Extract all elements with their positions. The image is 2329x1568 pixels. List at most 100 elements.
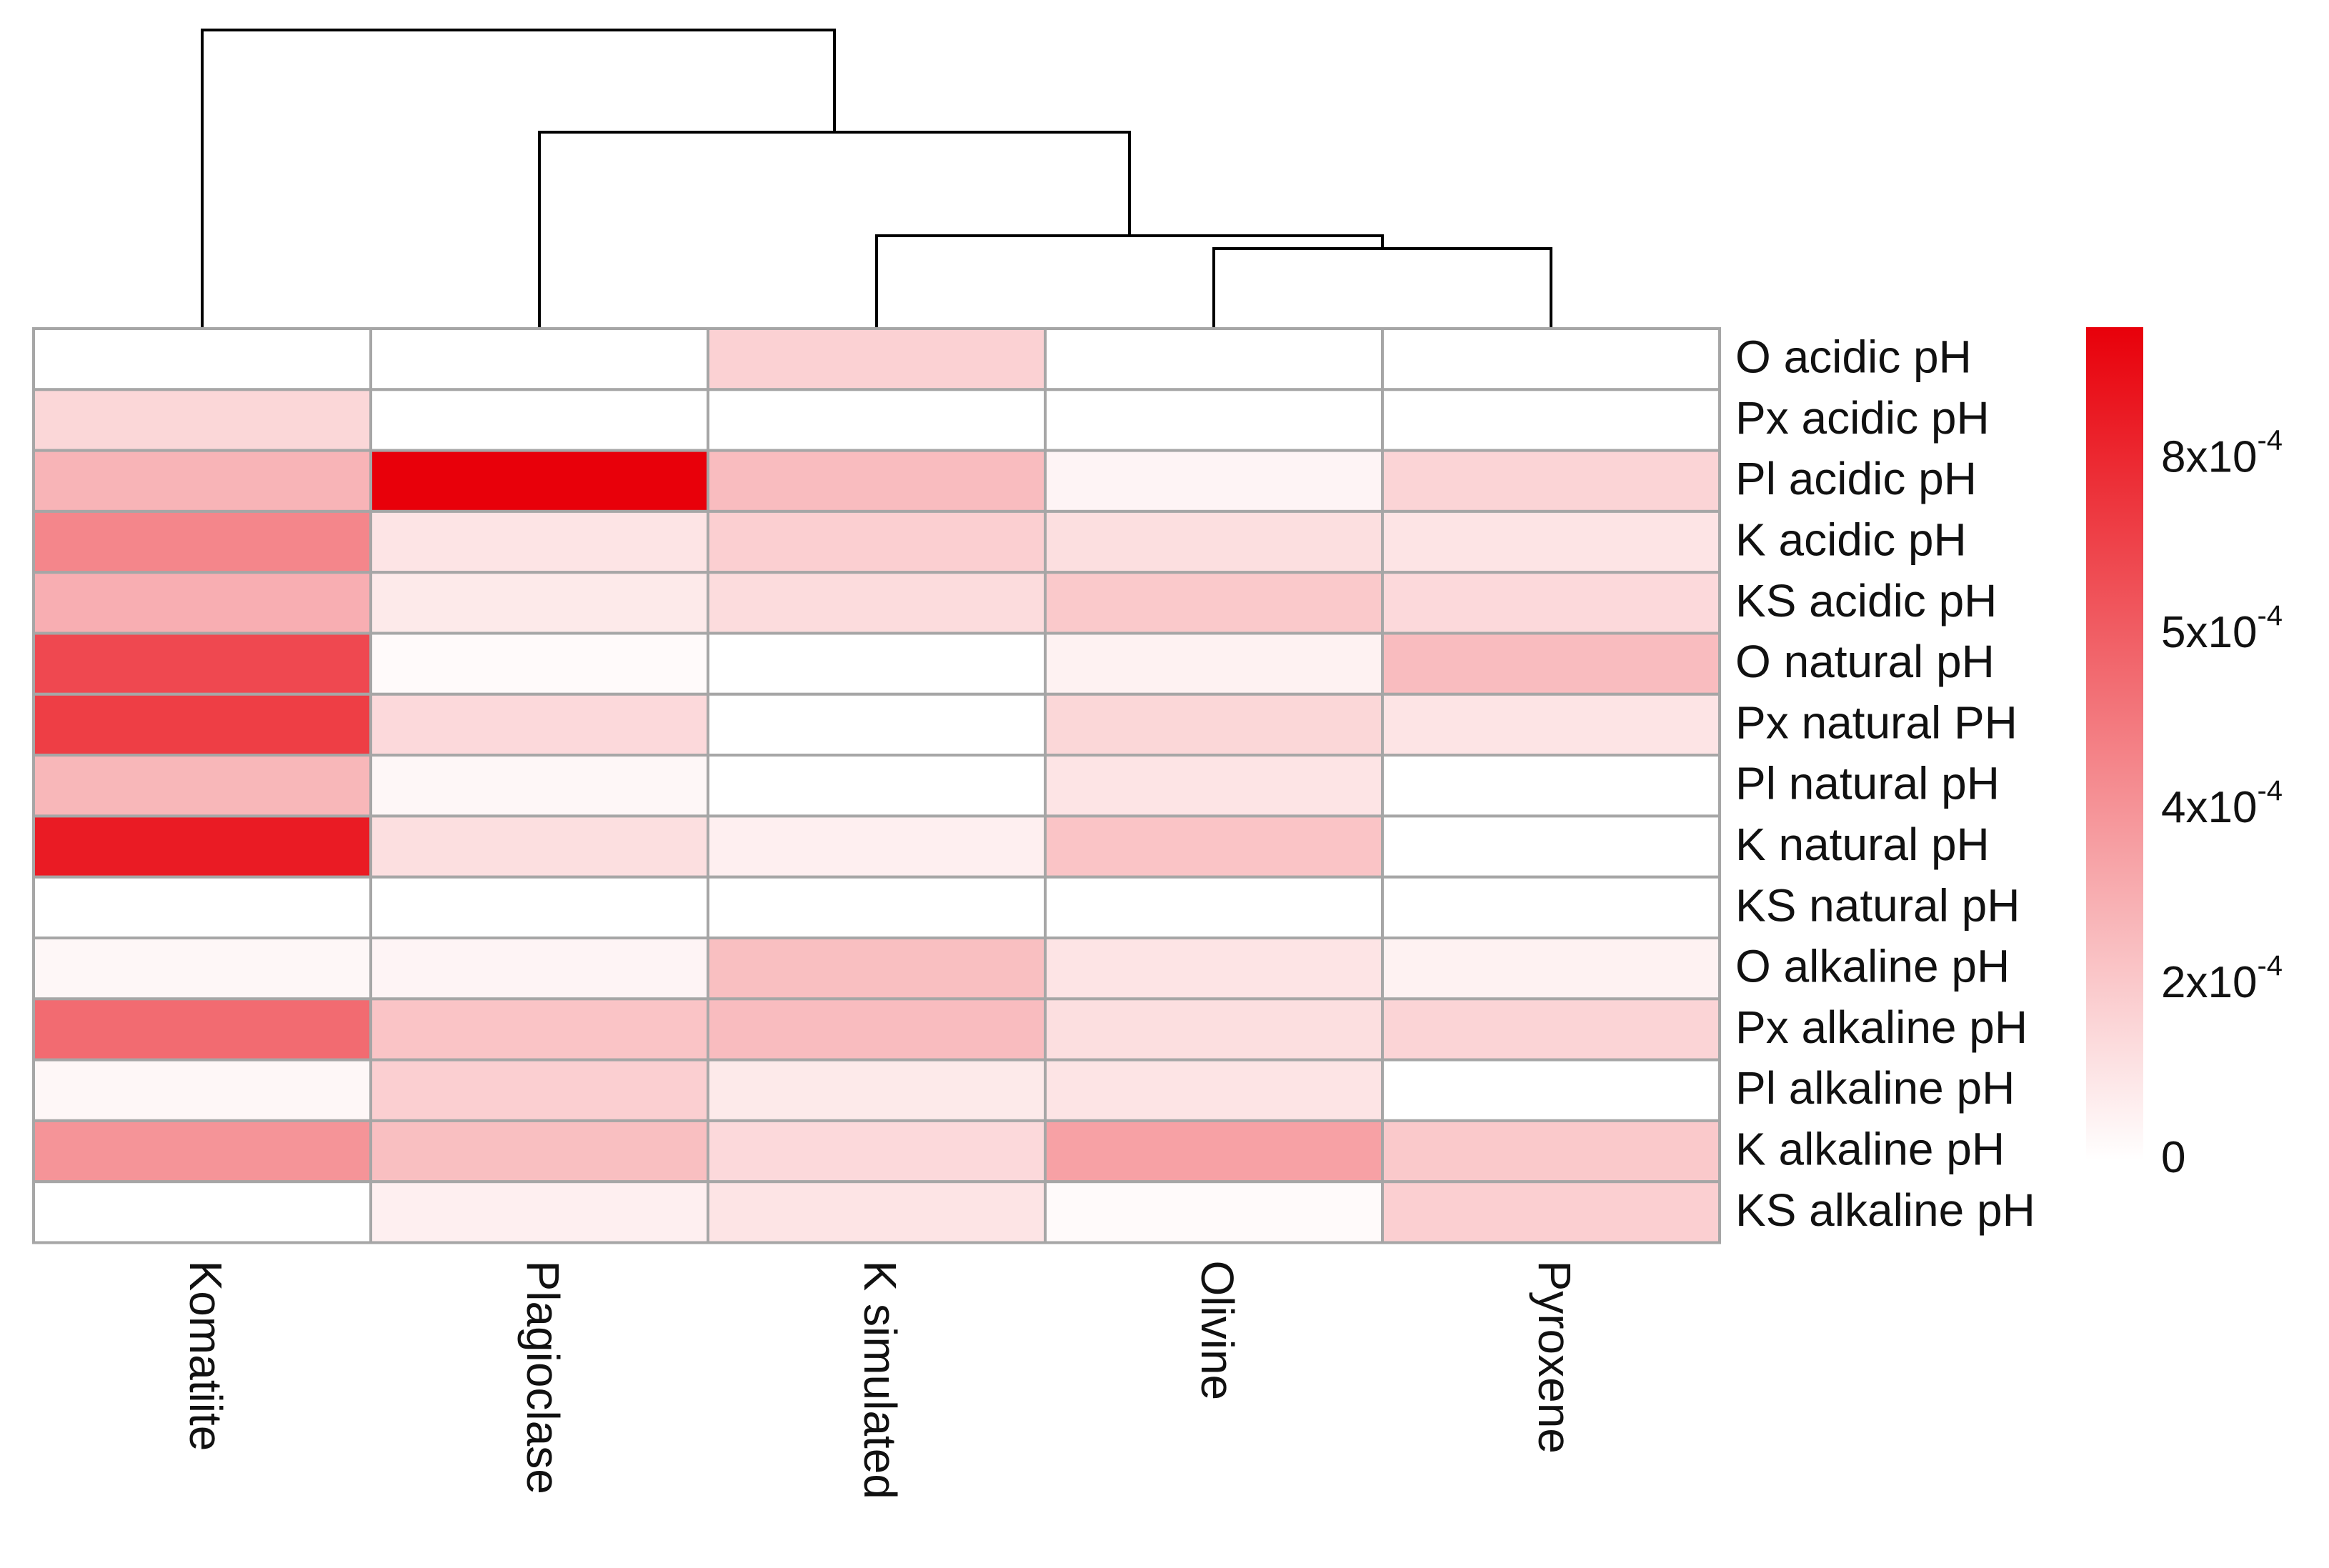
heatmap-cell: [369, 1119, 709, 1184]
heatmap-cell: [1044, 692, 1384, 757]
row-label: KS acidic pH: [1735, 575, 1997, 626]
legend-tick-label: 0: [2161, 1133, 2185, 1182]
heatmap-cell: [1381, 327, 1721, 391]
heatmap-cell: [32, 1119, 372, 1184]
row-label: Px natural PH: [1735, 696, 2018, 748]
heatmap-cell: [369, 754, 709, 818]
heatmap-cell: [1381, 388, 1721, 452]
row-label: O natural pH: [1735, 636, 1995, 687]
heatmap-cell: [369, 997, 709, 1062]
row-label: Px acidic pH: [1735, 392, 1990, 444]
heatmap-cell: [1044, 875, 1384, 939]
row-label: O alkaline pH: [1735, 941, 2010, 992]
legend-tick-label: 8x10-4: [2161, 424, 2283, 482]
heatmap-cell: [369, 388, 709, 452]
heatmap-cell: [1381, 571, 1721, 635]
row-label: K natural pH: [1735, 819, 1990, 870]
heatmap-cell: [1381, 875, 1721, 939]
heatmap-cell: [1381, 937, 1721, 1001]
heatmap-cell: [1044, 1058, 1384, 1122]
heatmap-cell: [707, 1180, 1047, 1244]
heatmap-cell: [369, 692, 709, 757]
column-label: Plagioclase: [517, 1261, 569, 1494]
heatmap-cell: [707, 1119, 1047, 1184]
column-label: Pyroxene: [1529, 1261, 1580, 1454]
heatmap-cell: [707, 1058, 1047, 1122]
heatmap-cell: [1044, 449, 1384, 513]
heatmap-cell: [1381, 1058, 1721, 1122]
heatmap-cell: [1381, 692, 1721, 757]
heatmap-cell: [32, 754, 372, 818]
heatmap-cell: [707, 937, 1047, 1001]
heatmap-cell: [1044, 509, 1384, 574]
heatmap-cell: [707, 509, 1047, 574]
heatmap-cell: [369, 327, 709, 391]
heatmap-cells: [32, 327, 1721, 1244]
heatmap-cell: [1044, 997, 1384, 1062]
heatmap-cell: [1381, 509, 1721, 574]
heatmap-cell: [1044, 327, 1384, 391]
heatmap-cell: [32, 875, 372, 939]
heatmap-cell: [32, 814, 372, 879]
heatmap-cell: [1381, 754, 1721, 818]
heatmap-cell: [32, 692, 372, 757]
legend-tick-label: 5x10-4: [2161, 599, 2283, 657]
heatmap-cell: [1044, 814, 1384, 879]
legend-colorbar: [2086, 327, 2143, 1161]
row-label: Px alkaline pH: [1735, 1002, 2028, 1053]
heatmap-cell: [1044, 754, 1384, 818]
heatmap-cell: [1381, 997, 1721, 1062]
heatmap-cell: [707, 449, 1047, 513]
legend-tick-label: 2x10-4: [2161, 949, 2283, 1007]
column-label: K simulated: [854, 1261, 906, 1499]
heatmap-cell: [707, 327, 1047, 391]
row-label: Pl natural pH: [1735, 758, 2000, 809]
heatmap-cell: [1381, 631, 1721, 696]
heatmap-cell: [1381, 1180, 1721, 1244]
row-label: KS alkaline pH: [1735, 1184, 2035, 1236]
heatmap-cell: [32, 449, 372, 513]
heatmap-cell: [32, 937, 372, 1001]
heatmap-cell: [32, 388, 372, 452]
row-labels: O acidic pH Px acidic pH Pl acidic pH K aci…: [1735, 331, 2035, 1236]
dendrogram-branch: [201, 29, 836, 327]
heatmap-cell: [1044, 1180, 1384, 1244]
row-label: KS natural pH: [1735, 879, 2020, 931]
heatmap-cell: [32, 571, 372, 635]
heatmap-cell: [369, 814, 709, 879]
heatmap-cell: [1044, 388, 1384, 452]
heatmap-cell: [1381, 449, 1721, 513]
heatmap-cell: [369, 449, 709, 513]
row-label: K acidic pH: [1735, 514, 1967, 565]
heatmap-cell: [32, 509, 372, 574]
heatmap-cell: [707, 814, 1047, 879]
dendrogram-branch: [1212, 247, 1552, 327]
heatmap-cell: [32, 327, 372, 391]
heatmap-cell: [369, 937, 709, 1001]
row-label: K alkaline pH: [1735, 1123, 2005, 1174]
heatmap-cell: [369, 631, 709, 696]
heatmap-cell: [369, 1058, 709, 1122]
heatmap-cell: [32, 997, 372, 1062]
legend-tick-label: 4x10-4: [2161, 774, 2283, 832]
heatmap-cell: [1044, 1119, 1384, 1184]
heatmap-cell: [369, 571, 709, 635]
heatmap-cell: [32, 631, 372, 696]
row-label: O acidic pH: [1735, 331, 1972, 383]
heatmap-cell: [1381, 1119, 1721, 1184]
column-labels: Komatiite Plagioclase K simulated Olivine Py…: [180, 1261, 1580, 1499]
row-label: Pl acidic pH: [1735, 453, 1977, 504]
heatmap-cell: [369, 875, 709, 939]
heatmap-cell: [707, 997, 1047, 1062]
heatmap-cell: [1044, 631, 1384, 696]
heatmap-cell: [1381, 814, 1721, 879]
column-label: Komatiite: [180, 1261, 231, 1452]
color-legend: 0 2x10-4 4x10-4 5x10-4 8x10-4: [2086, 327, 2283, 1182]
heatmap-cell: [369, 509, 709, 574]
heatmap-cell: [1044, 937, 1384, 1001]
heatmap-cell: [707, 875, 1047, 939]
column-label: Olivine: [1192, 1261, 1243, 1401]
heatmap-cell: [707, 631, 1047, 696]
heatmap-cell: [707, 692, 1047, 757]
